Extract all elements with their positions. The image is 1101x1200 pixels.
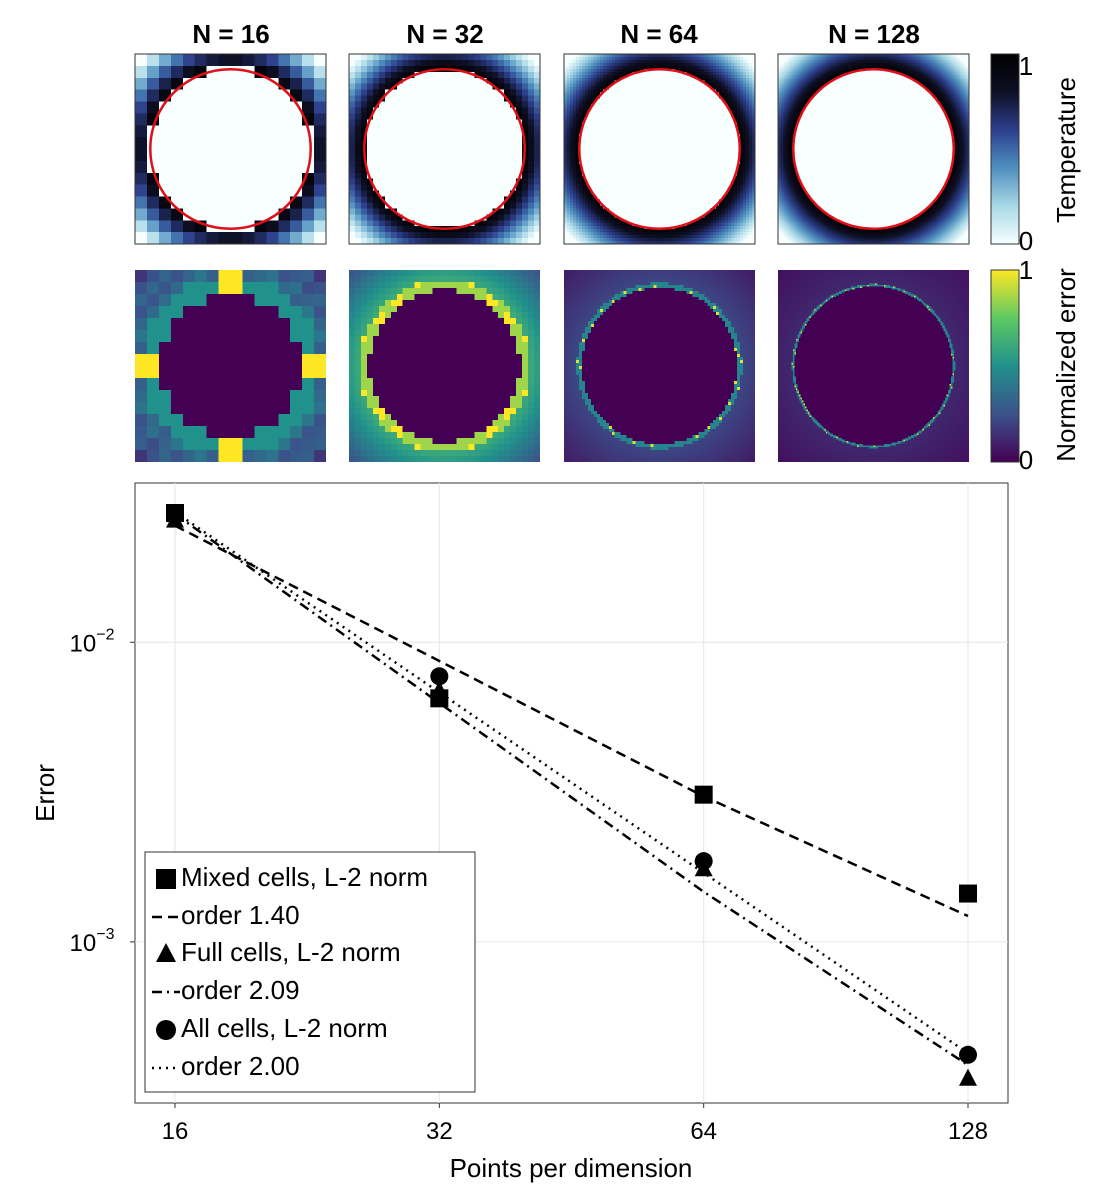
y-tick-label: 10−3 [70,926,115,957]
temperature-heatmap-n16 [135,54,326,244]
series-markers [166,503,977,1086]
data-point-triangle [959,1068,977,1086]
y-tick-label: 10−2 [70,626,115,657]
temperature-heatmaps [134,53,970,245]
error-colorbar-label: Normalized error [1051,268,1081,462]
legend: Mixed cells, L-2 norm order 1.40 Full ce… [144,851,476,1093]
error-colorbar-bar [990,269,1020,463]
error-heatmap-n32 [349,270,540,462]
error-heatmap-n64 [564,270,755,462]
panel-title-n32: N = 32 [406,19,483,49]
series-line-dashdot [174,512,969,1067]
data-point-triangle [430,680,449,698]
series-lines [174,511,969,1067]
data-point-circle [166,506,184,525]
error-colorbar: 1 0 Normalized error [990,255,1081,475]
boundary-circle [792,67,955,231]
temperature-colorbar: 1 0 Temperature [990,51,1081,256]
legend-label-order-1-40: order 1.40 [181,900,300,930]
panel-title-n16: N = 16 [192,19,269,49]
temperature-colorbar-tick-top: 1 [1019,51,1033,81]
error-colorbar-tick-bottom: 0 [1019,445,1033,475]
temperature-heatmap-n128 [778,54,969,244]
x-tick-label: 16 [162,1118,189,1145]
temperature-colorbar-label: Temperature [1051,77,1081,223]
x-tick-label: 64 [690,1118,717,1145]
temperature-panel-frame [777,53,970,245]
x-tick-label: 128 [948,1118,988,1145]
legend-box [144,851,476,1093]
legend-symbol-square [156,869,176,889]
legend-symbol-triangle [156,943,176,962]
error-heatmaps [135,270,969,462]
legend-label-full-cells: Full cells, L-2 norm [181,937,401,967]
temperature-colorbar-bar [990,53,1020,245]
x-tick-label: 32 [426,1118,453,1145]
temperature-panel-frame [563,53,756,245]
convergence-chart: 16 32 64 128 10−210−3 Points per dimension … [30,482,1009,1183]
legend-label-order-2-00: order 2.00 [181,1051,300,1081]
data-point-circle [694,852,713,871]
x-ticks: 16 32 64 128 [162,1103,988,1145]
data-point-circle [959,1045,977,1064]
legend-label-mixed-cells: Mixed cells, L-2 norm [181,862,428,892]
error-heatmap-n16 [135,270,326,462]
legend-label-all-cells: All cells, L-2 norm [181,1013,388,1043]
data-point-square [694,785,713,804]
y-axis-label: Error [30,764,60,822]
y-ticks: 10−2 10−3 [70,626,135,957]
temperature-colorbar-tick-bottom: 0 [1019,226,1033,256]
x-axis-label: Points per dimension [450,1153,693,1183]
error-colorbar-tick-top: 1 [1019,255,1033,285]
panel-title-n64: N = 64 [620,19,698,49]
temperature-heatmap-n64 [564,54,755,244]
series-line-dashed [174,524,969,918]
boundary-circle [578,67,741,231]
error-heatmap-n128 [778,270,969,462]
data-point-circle [430,667,449,686]
temperature-heatmap-n32 [349,54,540,244]
legend-symbol-circle [156,1020,176,1040]
panel-title-n128: N = 128 [828,19,920,49]
data-point-square [959,884,977,903]
legend-label-order-2-09: order 2.09 [181,975,300,1005]
temperature-panel-frame [134,53,327,245]
boundary-circle [149,67,312,231]
temperature-panel-frame [348,53,541,245]
boundary-circle [363,67,526,231]
